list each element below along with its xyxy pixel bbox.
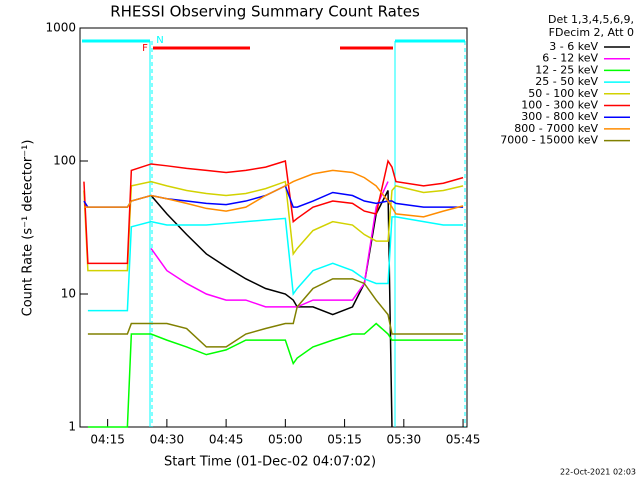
series-line — [83, 159, 464, 265]
legend-title: FDecim 2, Att 0 — [549, 26, 634, 39]
legend-label: 6 - 12 keV — [542, 52, 598, 65]
legend-label: 12 - 25 keV — [535, 63, 598, 76]
legend-label: 300 - 800 keV — [521, 110, 598, 123]
series-line — [83, 169, 464, 218]
legend-label: 100 - 300 keV — [521, 99, 598, 112]
series-line — [83, 180, 464, 272]
series-line — [150, 190, 393, 428]
y-axis-label: Count Rate (s⁻¹ detector⁻¹) — [21, 140, 36, 317]
series-line — [87, 216, 464, 312]
y-tick-label: 10 — [61, 287, 76, 301]
series-line — [87, 278, 464, 348]
x-tick-label: 05:30 — [387, 433, 422, 447]
x-tick-label: 04:45 — [209, 433, 244, 447]
chart-title: RHESSI Observing Summary Count Rates — [110, 3, 420, 21]
x-tick-label: 04:15 — [90, 433, 125, 447]
flag-label: F — [142, 43, 148, 54]
x-tick-label: 05:15 — [327, 433, 362, 447]
y-tick-label: 1000 — [45, 21, 76, 35]
x-axis-label: Start Time (01-Dec-02 04:07:02) — [164, 455, 376, 470]
legend-label: 25 - 50 keV — [535, 75, 598, 88]
timestamp: 22-Oct-2021 02:03 — [560, 468, 636, 477]
x-tick-label: 04:30 — [150, 433, 185, 447]
plot-frame — [79, 27, 468, 428]
legend-label: 50 - 100 keV — [528, 87, 598, 100]
series-line — [150, 181, 389, 308]
legend-label: 7000 - 15000 keV — [500, 134, 598, 147]
flag-label: N — [156, 35, 163, 46]
series-line — [87, 322, 464, 428]
y-tick-label: 1 — [68, 420, 76, 434]
x-tick-label: 05:45 — [446, 433, 481, 447]
x-tick-label: 05:00 — [268, 433, 303, 447]
legend-label: 800 - 7000 keV — [514, 122, 598, 135]
legend-label: 3 - 6 keV — [549, 40, 598, 53]
y-tick-label: 100 — [53, 154, 76, 168]
legend-title: Det 1,3,4,5,6,9, — [548, 13, 634, 26]
